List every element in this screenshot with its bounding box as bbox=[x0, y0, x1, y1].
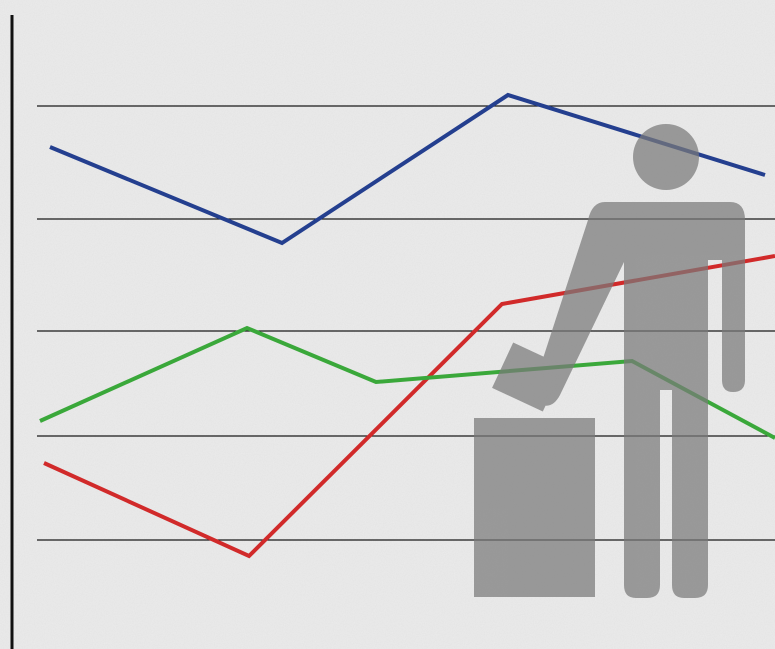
figure-head bbox=[633, 124, 699, 190]
figure-body bbox=[532, 202, 745, 598]
ballot bbox=[492, 342, 564, 412]
ballot-box bbox=[474, 418, 595, 597]
voter-figure bbox=[474, 124, 745, 598]
series-line bbox=[49, 92, 766, 246]
